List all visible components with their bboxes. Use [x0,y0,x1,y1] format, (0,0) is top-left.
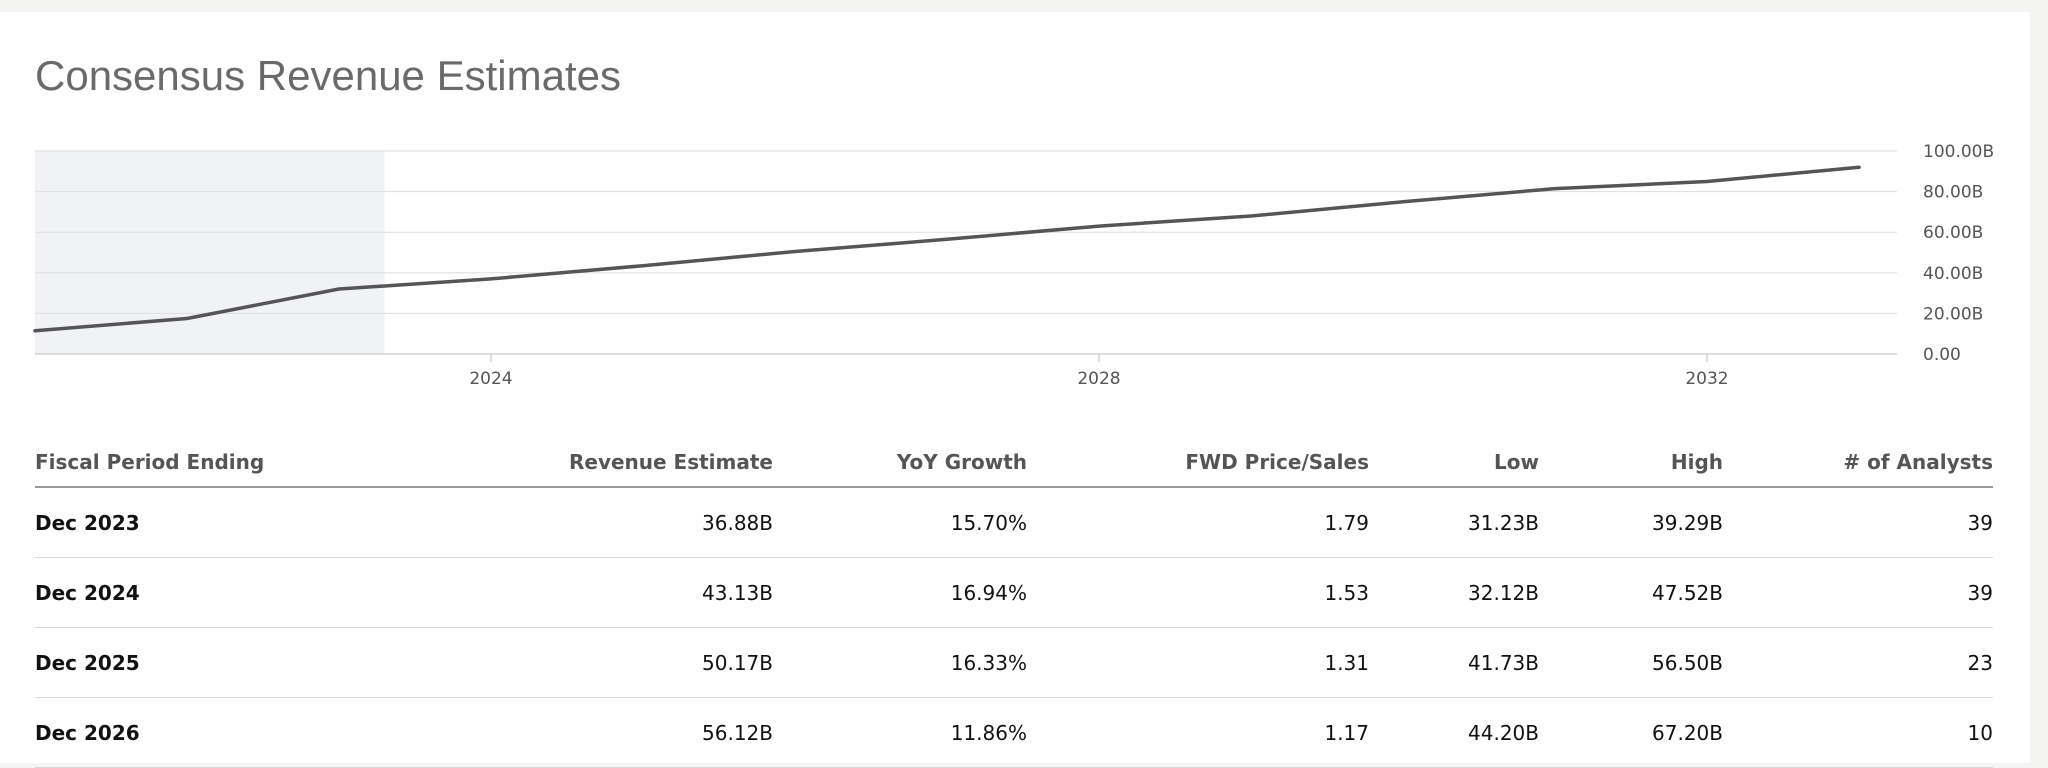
cell-revenue-estimate: 56.12B [385,697,773,768]
x-tick-label: 2032 [1685,369,1728,389]
cell-yoy-growth: 11.86% [773,697,1027,768]
cell-fwd-price-sales: 1.53 [1027,557,1369,628]
estimates-table: Fiscal Period Ending Revenue Estimate Yo… [35,438,1993,768]
cell-yoy-growth: 15.70% [773,487,1027,558]
cell-high: 56.50B [1539,627,1723,698]
cell-num-analysts: 23 [1723,627,1993,698]
table-row: Dec 2024 43.13B 16.94% 1.53 32.12B 47.52… [35,557,1993,628]
cell-revenue-estimate: 43.13B [385,557,773,628]
revenue-series-line [33,165,1861,333]
y-tick-label: 0.00 [1923,345,1961,365]
cell-low: 31.23B [1369,487,1539,558]
header-fiscal-period[interactable]: Fiscal Period Ending [35,438,385,488]
cell-num-analysts: 39 [1723,557,1993,628]
header-yoy-growth[interactable]: YoY Growth [773,438,1027,488]
table-row: Dec 2025 50.17B 16.33% 1.31 41.73B 56.50… [35,627,1993,698]
cell-fwd-price-sales: 1.17 [1027,697,1369,768]
x-tick-label: 2028 [1077,369,1120,389]
header-high[interactable]: High [1539,438,1723,488]
header-revenue-estimate[interactable]: Revenue Estimate [385,438,773,488]
cell-num-analysts: 10 [1723,697,1993,768]
cell-fiscal-period: Dec 2024 [35,557,385,628]
cell-fiscal-period: Dec 2025 [35,627,385,698]
y-tick-label: 60.00B [1923,223,1983,243]
revenue-line-chart: 0.00 20.00B 40.00B 60.00B 80.00B 100.00B 2024 2… [33,142,1994,389]
y-tick-label: 80.00B [1923,183,1983,203]
table-header-row: Fiscal Period Ending Revenue Estimate Yo… [35,438,1993,488]
cell-fiscal-period: Dec 2023 [35,487,385,558]
header-fwd-price-sales[interactable]: FWD Price/Sales [1027,438,1369,488]
header-num-analysts[interactable]: # of Analysts [1723,438,1993,488]
table-row: Dec 2026 56.12B 11.86% 1.17 44.20B 67.20… [35,697,1993,768]
cell-high: 67.20B [1539,697,1723,768]
header-low[interactable]: Low [1369,438,1539,488]
cell-revenue-estimate: 50.17B [385,627,773,698]
y-tick-label: 20.00B [1923,304,1983,324]
cell-low: 32.12B [1369,557,1539,628]
cell-yoy-growth: 16.94% [773,557,1027,628]
cell-low: 44.20B [1369,697,1539,768]
cell-high: 39.29B [1539,487,1723,558]
y-tick-label: 100.00B [1923,142,1994,162]
cell-fiscal-period: Dec 2026 [35,697,385,768]
table-row: Dec 2023 36.88B 15.70% 1.79 31.23B 39.29… [35,487,1993,558]
cell-low: 41.73B [1369,627,1539,698]
cell-fwd-price-sales: 1.79 [1027,487,1369,558]
historical-shaded-region [35,151,385,354]
cell-high: 47.52B [1539,557,1723,628]
y-tick-label: 40.00B [1923,264,1983,284]
cell-revenue-estimate: 36.88B [385,487,773,558]
cell-fwd-price-sales: 1.31 [1027,627,1369,698]
revenue-estimates-card: Consensus Revenue Estimates 0.00 20.00B 40… [0,12,2030,768]
page-title: Consensus Revenue Estimates [35,52,621,99]
cell-yoy-growth: 16.33% [773,627,1027,698]
x-tick-label: 2024 [469,369,512,389]
cell-num-analysts: 39 [1723,487,1993,558]
